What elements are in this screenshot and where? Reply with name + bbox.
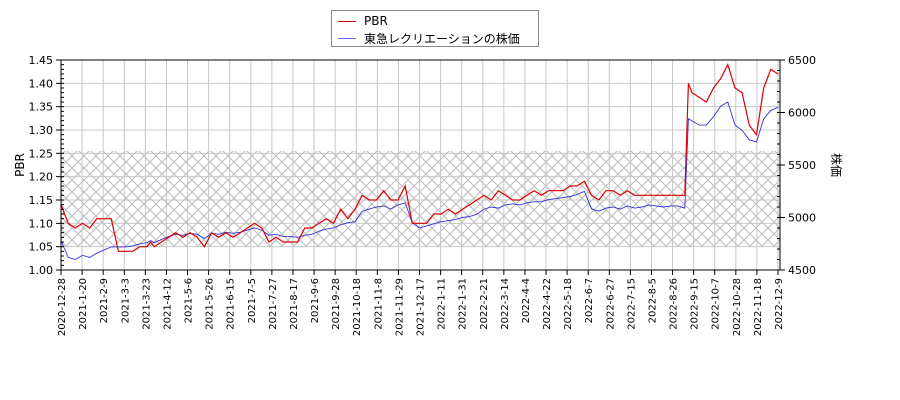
x-tick-label: 2021-9-28 bbox=[331, 278, 342, 330]
legend-item-pbr: PBR bbox=[338, 13, 388, 29]
x-tick-label: 2022-2-21 bbox=[479, 278, 490, 330]
x-tick-label: 2021-12-17 bbox=[416, 278, 427, 336]
x-tick-label: 2022-1-31 bbox=[458, 278, 469, 330]
x-tick-label: 2021-10-18 bbox=[352, 278, 363, 336]
y-right-tick-label: 4500 bbox=[788, 264, 816, 277]
x-tick-label: 2022-3-14 bbox=[500, 278, 511, 330]
x-tick-label: 2021-5-26 bbox=[205, 278, 216, 330]
legend-label-price: 東急レクリエーションの株価 bbox=[364, 31, 520, 46]
x-tick-label: 2021-11-29 bbox=[394, 278, 405, 336]
y-tick-label: 1.45 bbox=[29, 54, 54, 67]
x-tick-label: 2021-7-5 bbox=[247, 278, 258, 323]
x-tick-label: 2021-3-3 bbox=[120, 278, 131, 323]
hatched-band bbox=[61, 151, 780, 247]
legend-label-pbr: PBR bbox=[364, 14, 388, 28]
y-right-tick-label: 6500 bbox=[788, 54, 816, 67]
y-tick-label: 1.30 bbox=[29, 124, 54, 137]
x-tick-label: 2021-7-27 bbox=[268, 278, 279, 330]
x-tick-label: 2022-10-28 bbox=[732, 278, 743, 336]
x-tick-label: 2022-6-27 bbox=[605, 278, 616, 330]
x-tick-label: 2022-4-4 bbox=[521, 278, 532, 323]
y-axis-right: 4500 5000 5500 6000 6500 bbox=[777, 54, 816, 277]
x-tick-label: 2022-5-18 bbox=[563, 278, 574, 330]
y-right-tick-label: 6000 bbox=[788, 107, 816, 120]
y-tick-label: 1.40 bbox=[29, 77, 54, 90]
y-tick-label: 1.00 bbox=[29, 264, 54, 277]
x-tick-label: 2022-9-15 bbox=[690, 278, 701, 330]
y-axis-right-label: 株価 bbox=[829, 153, 844, 177]
y-axis-left: 1.00 1.05 1.10 1.15 1.20 1.25 1.30 1.35 1.40 1.45 bbox=[29, 54, 64, 277]
y-right-tick-label: 5000 bbox=[788, 212, 816, 225]
x-tick-label: 2021-2-9 bbox=[99, 278, 110, 323]
x-tick-label: 2022-8-26 bbox=[669, 278, 680, 330]
y-tick-label: 1.20 bbox=[29, 171, 54, 184]
y-tick-label: 1.10 bbox=[29, 217, 54, 230]
y-axis-left-label: PBR bbox=[13, 153, 27, 177]
x-tick-label: 2021-3-23 bbox=[141, 278, 152, 330]
x-tick-label: 2022-8-5 bbox=[647, 278, 658, 323]
legend-swatch-price bbox=[338, 37, 356, 39]
x-tick-label: 2021-8-17 bbox=[289, 278, 300, 330]
x-tick-label: 2022-12-9 bbox=[774, 278, 785, 330]
y-right-tick-label: 5500 bbox=[788, 159, 816, 172]
x-tick-label: 2021-4-12 bbox=[162, 278, 173, 330]
x-tick-label: 2022-10-7 bbox=[711, 278, 722, 330]
x-tick-label: 2020-12-28 bbox=[57, 278, 68, 336]
x-tick-label: 2021-9-6 bbox=[310, 278, 321, 323]
x-tick-label: 2021-6-15 bbox=[226, 278, 237, 330]
legend: PBR 東急レクリエーションの株価 bbox=[331, 10, 539, 47]
x-tick-label: 2022-7-15 bbox=[626, 278, 637, 330]
x-tick-label: 2022-6-7 bbox=[584, 278, 595, 323]
x-tick-label: 2022-4-22 bbox=[542, 278, 553, 330]
pbr-line bbox=[60, 63, 779, 252]
x-axis: 2020-12-28 2021-1-20 2021-2-9 2021-3-3 2021-… bbox=[57, 270, 785, 336]
series-lines bbox=[60, 63, 779, 260]
x-tick-label: 2022-1-11 bbox=[437, 278, 448, 330]
x-tick-label: 2022-11-18 bbox=[753, 278, 764, 336]
x-tick-label: 2021-11-8 bbox=[373, 278, 384, 330]
legend-item-price: 東急レクリエーションの株価 bbox=[338, 30, 520, 46]
legend-swatch-pbr bbox=[338, 20, 356, 22]
hatch-rect bbox=[61, 151, 780, 247]
y-tick-label: 1.05 bbox=[29, 241, 54, 254]
y-tick-label: 1.25 bbox=[29, 147, 54, 160]
y-tick-label: 1.35 bbox=[29, 101, 54, 114]
x-tick-label: 2021-1-20 bbox=[78, 278, 89, 330]
y-tick-label: 1.15 bbox=[29, 194, 54, 207]
x-tick-label: 2021-5-6 bbox=[184, 278, 195, 323]
